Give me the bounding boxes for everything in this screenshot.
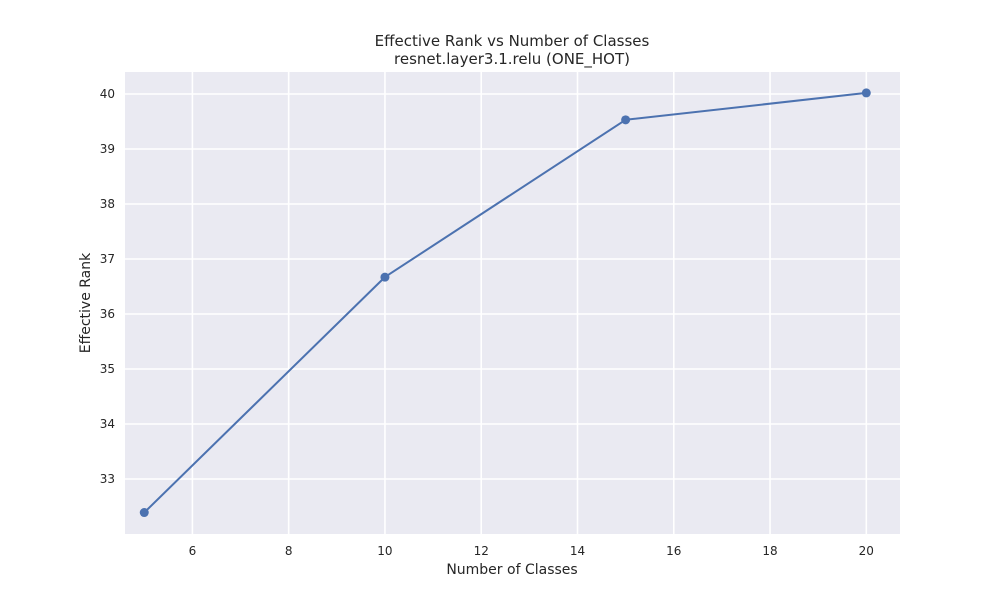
x-tick-label: 14: [570, 544, 585, 558]
chart-subtitle: resnet.layer3.1.relu (ONE_HOT): [394, 50, 630, 69]
y-tick-label: 37: [100, 252, 115, 266]
plot-area: [125, 72, 900, 534]
x-tick-label: 6: [189, 544, 197, 558]
y-tick-label: 34: [100, 417, 115, 431]
x-tick-label: 20: [859, 544, 874, 558]
y-tick-label: 33: [100, 472, 115, 486]
x-tick-label: 16: [666, 544, 681, 558]
y-tick-label: 35: [100, 362, 115, 376]
chart-title: Effective Rank vs Number of Classes: [375, 32, 650, 50]
data-point: [139, 508, 149, 518]
tick-labels: 6 8 10 12 14 16 18 20 33 34 35 36 37 38 39 40: [100, 87, 874, 558]
x-tick-label: 8: [285, 544, 293, 558]
x-axis-label: Number of Classes: [446, 562, 577, 578]
y-axis-label: Effective Rank: [78, 252, 94, 353]
x-tick-label: 12: [474, 544, 489, 558]
data-series: [139, 88, 871, 518]
x-tick-label: 18: [762, 544, 777, 558]
y-tick-label: 40: [100, 87, 115, 101]
y-tick-label: 36: [100, 307, 115, 321]
x-tick-label: 10: [377, 544, 392, 558]
y-tick-label: 38: [100, 197, 115, 211]
y-tick-label: 39: [100, 142, 115, 156]
data-point: [380, 272, 390, 282]
data-point: [861, 88, 871, 98]
series-line: [143, 91, 867, 514]
data-point: [621, 115, 631, 125]
grid-lines: [125, 72, 900, 534]
